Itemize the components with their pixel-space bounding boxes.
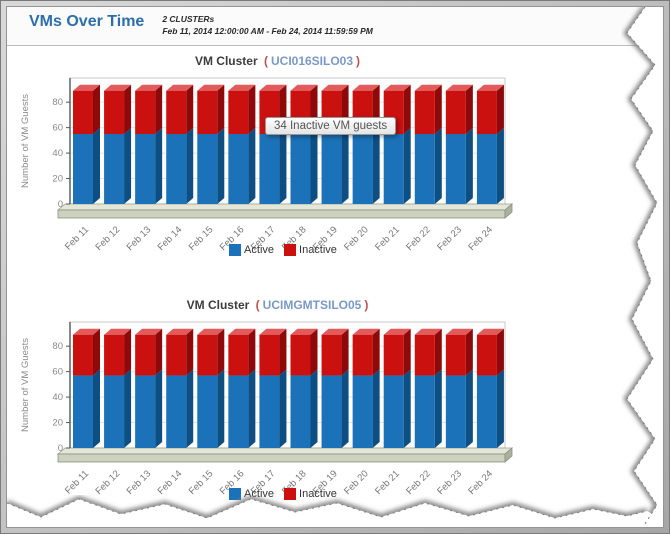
chart-1-title: VM Cluster (UCI016SILO03) bbox=[15, 54, 515, 72]
cluster-count-label: 2 CLUSTERs bbox=[162, 14, 215, 24]
cluster-link-1[interactable]: UCI016SILO03 bbox=[270, 54, 354, 68]
svg-text:0: 0 bbox=[58, 443, 63, 454]
active-swatch bbox=[229, 244, 242, 256]
svg-text:Number of VM Guests: Number of VM Guests bbox=[20, 94, 31, 188]
legend-item-active: Active bbox=[229, 244, 274, 256]
svg-text:60: 60 bbox=[52, 367, 63, 378]
report-meta: 2 CLUSTERs Feb 11, 2014 12:00:00 AM - Fe… bbox=[162, 11, 373, 38]
legend-item-active: Active bbox=[229, 488, 274, 500]
chart-1-legend: Active Inactive bbox=[15, 242, 515, 258]
active-swatch bbox=[229, 488, 242, 500]
chart-section-2: VM Cluster (UCIMGMTSILO05) Feb 11 Feb 12 F… bbox=[15, 298, 515, 502]
svg-text:20: 20 bbox=[52, 418, 63, 429]
vm-cluster-chart-1[interactable]: Feb 11 Feb 12 Feb 13 Feb 14 Feb 15 Feb 16 Feb … bbox=[15, 72, 515, 253]
svg-text:20: 20 bbox=[52, 174, 63, 185]
report-page: VMs Over Time 2 CLUSTERs Feb 11, 2014 12… bbox=[6, 6, 664, 528]
chart-tooltip: 34 Inactive VM guests bbox=[265, 117, 397, 135]
chart-2-title: VM Cluster (UCIMGMTSILO05) bbox=[15, 298, 515, 316]
svg-text:40: 40 bbox=[52, 392, 63, 403]
chart-2-title-label: VM Cluster bbox=[186, 298, 250, 312]
chart-1-title-label: VM Cluster bbox=[194, 54, 258, 68]
paren-close: ) bbox=[364, 298, 369, 312]
svg-text:0: 0 bbox=[58, 199, 63, 210]
svg-text:Number of VM Guests: Number of VM Guests bbox=[20, 338, 31, 432]
paren-open: ( bbox=[263, 54, 268, 68]
page-title: VMs Over Time bbox=[29, 13, 145, 30]
legend-label-active: Active bbox=[244, 244, 275, 256]
paren-close: ) bbox=[356, 54, 361, 68]
chart-section-1: VM Cluster (UCI016SILO03) Feb 11 Feb 12 Fe… bbox=[15, 54, 515, 258]
legend-item-inactive: Inactive bbox=[284, 244, 337, 256]
legend-label-active: Active bbox=[244, 488, 275, 500]
svg-text:40: 40 bbox=[52, 148, 63, 159]
legend-label-inactive: Inactive bbox=[299, 488, 337, 500]
vm-cluster-chart-2[interactable]: Feb 11 Feb 12 Feb 13 Feb 14 Feb 15 Feb 16 Feb … bbox=[15, 316, 515, 497]
svg-text:80: 80 bbox=[52, 97, 63, 108]
inactive-swatch bbox=[284, 244, 297, 256]
cluster-link-2[interactable]: UCIMGMTSILO05 bbox=[262, 298, 362, 312]
date-range-label: Feb 11, 2014 12:00:00 AM - Feb 24, 2014 … bbox=[162, 26, 373, 37]
report-header: VMs Over Time 2 CLUSTERs Feb 11, 2014 12… bbox=[7, 7, 663, 46]
svg-text:80: 80 bbox=[52, 341, 63, 352]
legend-label-inactive: Inactive bbox=[299, 244, 337, 256]
inactive-swatch bbox=[284, 488, 297, 500]
svg-text:60: 60 bbox=[52, 123, 63, 134]
legend-item-inactive: Inactive bbox=[284, 488, 337, 500]
paren-open: ( bbox=[255, 298, 260, 312]
